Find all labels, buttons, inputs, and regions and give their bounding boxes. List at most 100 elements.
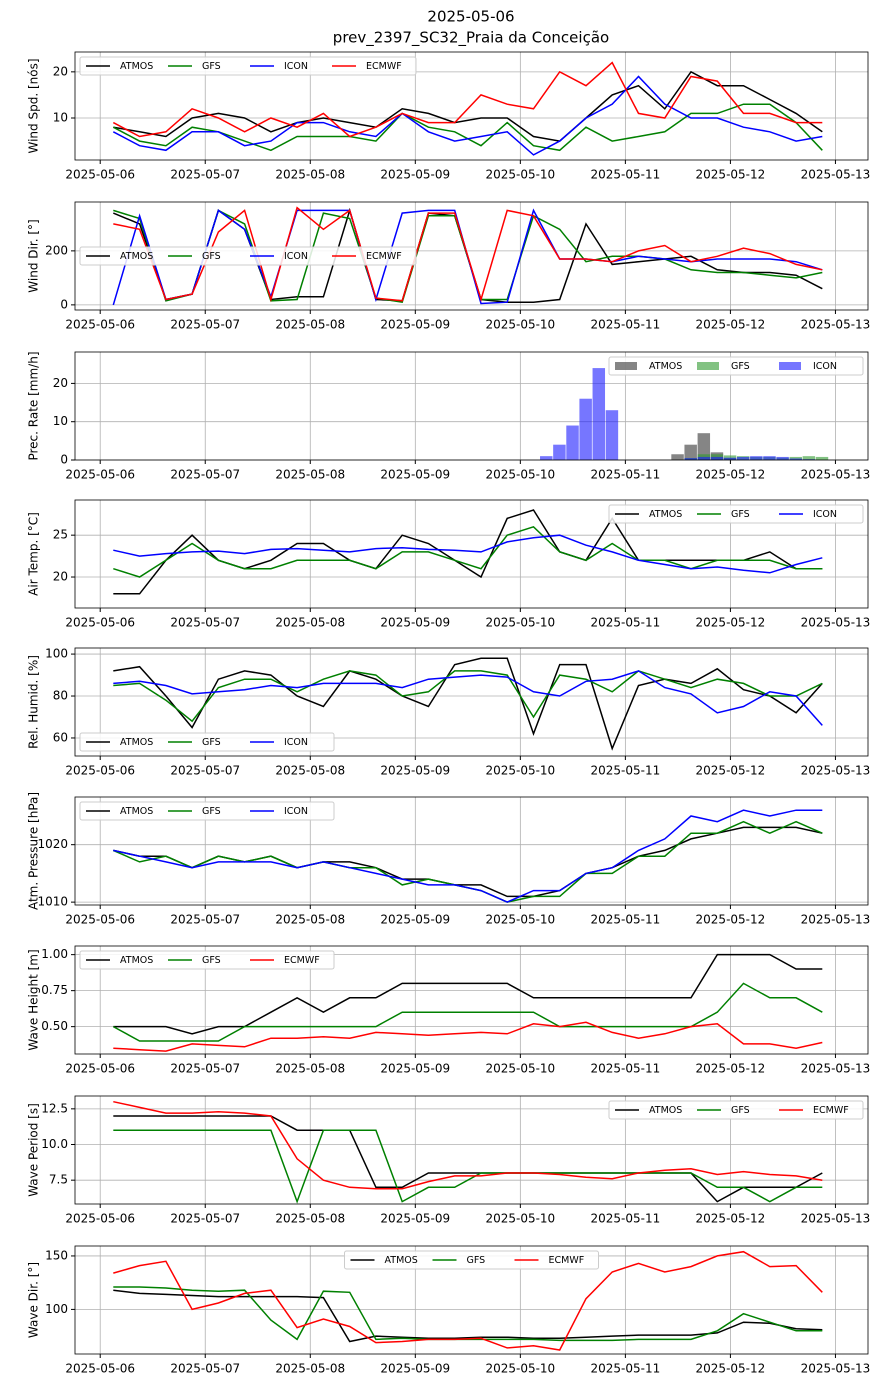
- legend-label: ICON: [813, 361, 837, 372]
- panel: 2025-05-06 2025-05-07 2025-05-08 2025-05-09…: [27, 1095, 870, 1226]
- x-tick-label: 2025-05-09: [380, 318, 450, 332]
- bar: [750, 456, 763, 460]
- series-line: [113, 953, 823, 1035]
- x-tick-label: 2025-05-10: [485, 468, 555, 482]
- x-tick-label: 2025-05-12: [696, 913, 766, 927]
- x-tick-label: 2025-05-06: [65, 913, 135, 927]
- bar: [776, 456, 789, 460]
- legend-label: ATMOS: [120, 61, 153, 72]
- plot-area: [112, 809, 823, 903]
- x-tick-label: 2025-05-06: [65, 1362, 135, 1376]
- plot-frame: [74, 1245, 869, 1355]
- x-tick-label: 2025-05-09: [380, 764, 450, 778]
- series-line: [113, 1021, 823, 1052]
- x-tick-label: 2025-05-10: [485, 1062, 555, 1076]
- legend-label: GFS: [202, 955, 221, 966]
- series-line: [113, 1115, 823, 1203]
- legend-label: ECMWF: [366, 251, 402, 262]
- series-line: [112, 982, 823, 1042]
- x-tick-label: 2025-05-09: [380, 913, 450, 927]
- legend-label: ATMOS: [120, 251, 153, 262]
- legend-label: GFS: [202, 806, 221, 817]
- bar: [684, 458, 697, 460]
- x-tick-label: 2025-05-07: [170, 318, 240, 332]
- bar: [736, 456, 750, 460]
- series-line: [113, 657, 823, 751]
- x-tick-label: 2025-05-07: [170, 468, 240, 482]
- y-axis-label: Wave Dir. [°]: [27, 1262, 41, 1338]
- bar: [671, 454, 684, 460]
- y-tick-label: 100: [45, 1302, 68, 1316]
- x-tick-label: 2025-05-13: [801, 468, 871, 482]
- bar: [763, 456, 776, 460]
- legend: ATMOS GFS ECMWF: [79, 950, 335, 970]
- x-tick-label: 2025-05-11: [590, 764, 660, 778]
- y-tick-label: 0.75: [41, 983, 68, 997]
- x-tick-label: 2025-05-11: [590, 1362, 660, 1376]
- y-tick-label: 1020: [37, 837, 68, 851]
- plot-area: [112, 953, 823, 1052]
- panel: 2025-05-06 2025-05-07 2025-05-08 2025-05-09…: [27, 51, 871, 182]
- x-tick-label: 2025-05-06: [65, 468, 135, 482]
- x-tick-label: 2025-05-12: [696, 168, 766, 182]
- plot-frame: [74, 201, 869, 311]
- y-tick-label: 20: [53, 64, 68, 78]
- panel: 2025-05-06 2025-05-07 2025-05-08 2025-05-09…: [27, 201, 870, 332]
- x-tick-label: 2025-05-12: [696, 1362, 766, 1376]
- y-tick-label: 10.0: [41, 1137, 68, 1151]
- y-tick-label: 100: [45, 647, 68, 661]
- x-tick-label: 2025-05-09: [380, 616, 450, 630]
- plot-area: [113, 1100, 823, 1204]
- legend: ATMOS GFS ECMWF: [344, 1250, 599, 1270]
- legend: ATMOS GFS ECMWF: [608, 1100, 864, 1120]
- legend-box: [79, 950, 335, 970]
- y-tick-label: 0: [60, 297, 68, 311]
- figure-title: 2025-05-06: [427, 8, 514, 26]
- x-tick-label: 2025-05-06: [65, 1062, 135, 1076]
- x-tick-label: 2025-05-06: [65, 168, 135, 182]
- y-tick-label: 200: [45, 243, 68, 257]
- series-line: [113, 670, 823, 726]
- plot-area: [113, 1250, 823, 1351]
- figure-subtitle: prev_2397_SC32_Praia da Conceição: [333, 29, 609, 48]
- legend-label: ATMOS: [120, 955, 153, 966]
- legend-label: ECMWF: [366, 61, 402, 72]
- series-line: [112, 75, 823, 156]
- x-tick-label: 2025-05-10: [485, 168, 555, 182]
- x-tick-label: 2025-05-11: [590, 168, 660, 182]
- plot-frame: [74, 1095, 869, 1205]
- legend-swatch: [697, 362, 719, 370]
- x-tick-label: 2025-05-08: [275, 1062, 345, 1076]
- legend-box: [79, 246, 417, 266]
- y-axis-label: Air Temp. [°C]: [27, 512, 41, 596]
- plot-area: [113, 509, 823, 595]
- x-tick-label: 2025-05-06: [65, 616, 135, 630]
- x-tick-label: 2025-05-12: [696, 1212, 766, 1226]
- plot-area: [112, 206, 823, 306]
- x-tick-label: 2025-05-13: [801, 764, 871, 778]
- plot-frame: [74, 647, 869, 757]
- legend-label: GFS: [731, 1105, 750, 1116]
- x-tick-label: 2025-05-13: [801, 168, 871, 182]
- legend-label: ATMOS: [385, 1255, 418, 1266]
- bar: [710, 456, 724, 460]
- x-tick-label: 2025-05-11: [590, 318, 660, 332]
- y-tick-label: 60: [53, 730, 68, 744]
- y-tick-label: 0.50: [41, 1019, 68, 1033]
- legend-label: ICON: [284, 806, 308, 817]
- y-tick-label: 25: [53, 528, 68, 542]
- legend-label: GFS: [202, 737, 221, 748]
- x-tick-label: 2025-05-13: [801, 1062, 871, 1076]
- legend: ATMOS GFS ICON: [608, 504, 864, 524]
- x-tick-label: 2025-05-08: [275, 913, 345, 927]
- x-tick-label: 2025-05-13: [801, 913, 871, 927]
- y-tick-label: 80: [53, 689, 68, 703]
- plot-frame: [74, 796, 869, 906]
- legend-label: ECMWF: [284, 955, 320, 966]
- y-tick-label: 12.5: [41, 1101, 68, 1115]
- legend-box: [608, 504, 864, 524]
- legend: ATMOS GFS ICON: [79, 732, 335, 752]
- y-tick-label: 1.00: [41, 947, 68, 961]
- y-axis-label: Prec. Rate [mm/h]: [27, 351, 41, 460]
- series-line: [113, 1100, 823, 1190]
